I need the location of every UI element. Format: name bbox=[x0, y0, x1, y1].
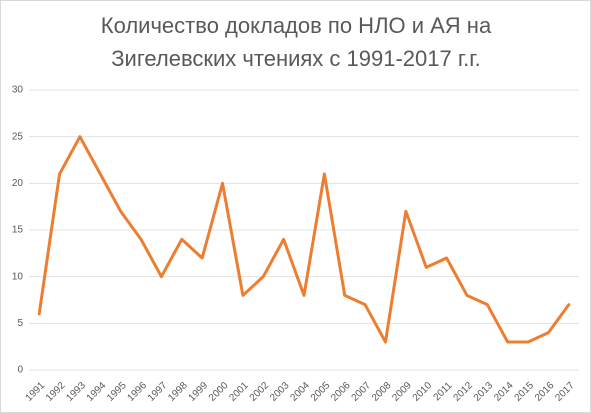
x-tick-label: 2016 bbox=[533, 380, 557, 404]
x-tick-label: 2012 bbox=[451, 380, 475, 404]
y-tick-label: 0 bbox=[17, 365, 23, 376]
x-tick-label: 2011 bbox=[432, 380, 455, 403]
x-tick-label: 2004 bbox=[288, 380, 312, 404]
y-tick-label: 10 bbox=[12, 271, 24, 282]
x-tick-label: 2007 bbox=[350, 380, 374, 404]
x-tick-label: 2015 bbox=[513, 380, 537, 404]
x-tick-label: 1992 bbox=[44, 380, 68, 404]
x-tick-label: 1999 bbox=[187, 380, 211, 404]
x-tick-label: 1998 bbox=[166, 380, 190, 404]
line-series bbox=[37, 135, 571, 344]
x-tick-label: 1994 bbox=[85, 380, 109, 404]
x-tick-label: 2013 bbox=[472, 380, 496, 404]
x-tick-label: 1997 bbox=[146, 380, 170, 404]
chart-title: Количество докладов по НЛО и АЯ на Зигел… bbox=[100, 13, 492, 71]
x-tick-label: 1991 bbox=[24, 380, 48, 404]
y-tick-label: 5 bbox=[17, 318, 23, 329]
y-tick-label: 25 bbox=[12, 131, 24, 142]
x-tick-label: 2006 bbox=[329, 380, 353, 404]
x-tick-label: 1996 bbox=[126, 380, 150, 404]
x-tick-label: 2005 bbox=[309, 380, 333, 404]
x-tick-label: 1993 bbox=[64, 380, 88, 404]
x-tick-label: 2014 bbox=[492, 380, 516, 404]
x-tick-label: 2017 bbox=[553, 380, 577, 404]
x-tick-label: 2002 bbox=[248, 380, 272, 404]
x-tick-label: 2010 bbox=[411, 380, 435, 404]
x-tick-label: 2000 bbox=[207, 380, 231, 404]
y-tick-label: 30 bbox=[12, 85, 24, 96]
x-tick-label: 2008 bbox=[370, 380, 394, 404]
x-tick-label: 1995 bbox=[105, 380, 129, 404]
x-tick-label: 2001 bbox=[227, 380, 251, 404]
x-tick-label: 2003 bbox=[268, 380, 292, 404]
x-tick-label: 2009 bbox=[390, 380, 414, 404]
y-tick-label: 15 bbox=[12, 225, 24, 236]
y-tick-label: 20 bbox=[12, 178, 24, 189]
